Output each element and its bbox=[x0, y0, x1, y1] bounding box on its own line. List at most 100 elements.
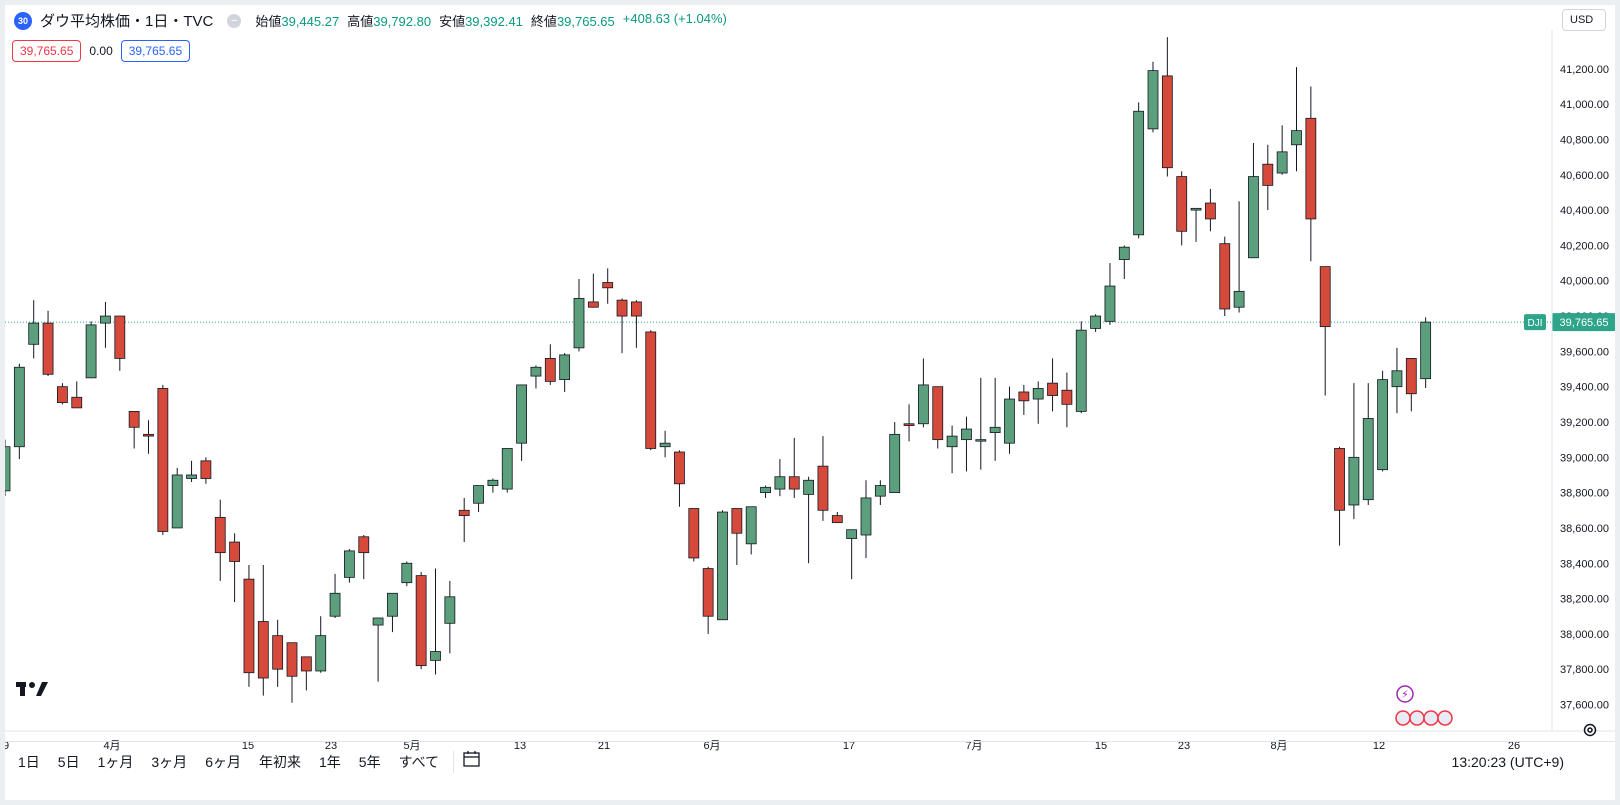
open-label: 始値 bbox=[255, 14, 282, 29]
range-all-button[interactable]: すべて bbox=[398, 753, 440, 770]
spread-value: 0.00 bbox=[89, 44, 113, 58]
candle-body bbox=[1018, 391, 1030, 402]
candle-body bbox=[1147, 70, 1159, 130]
gear-icon[interactable] bbox=[1582, 722, 1598, 741]
low-value: 39,392.41 bbox=[465, 14, 523, 29]
time-tick-label: 9 bbox=[3, 740, 9, 752]
time-tick-label: 17 bbox=[843, 740, 855, 752]
collapse-legend-button[interactable]: − bbox=[227, 13, 242, 28]
last-price-label: 39,765.65 bbox=[1560, 317, 1609, 329]
candle-body bbox=[889, 433, 901, 494]
candle-body bbox=[745, 506, 757, 545]
candle-body bbox=[760, 486, 771, 494]
range-5d-button[interactable]: 5日 bbox=[57, 753, 80, 770]
trade-price-boxes: 39,765.65 0.00 39,765.65 bbox=[12, 40, 191, 62]
candle-body bbox=[717, 511, 728, 621]
low-label: 安値 bbox=[439, 14, 466, 29]
candle-body bbox=[1205, 202, 1216, 220]
last-price-tag: DJI 39,765.65 bbox=[1524, 313, 1616, 332]
price-tick-label: 38,600.00 bbox=[1560, 523, 1609, 535]
candle-body bbox=[1090, 315, 1101, 329]
symbol-badge[interactable]: 30 bbox=[14, 11, 32, 30]
currency-select[interactable]: USD bbox=[1562, 9, 1606, 31]
candle-body bbox=[1305, 117, 1317, 220]
candle-body bbox=[645, 331, 657, 449]
price-tick-label: 40,600.00 bbox=[1560, 170, 1609, 182]
toolbar-divider bbox=[453, 750, 455, 773]
price-tick-label: 41,200.00 bbox=[1560, 64, 1609, 76]
sell-price-button[interactable]: 39,765.65 bbox=[12, 40, 82, 62]
range-5y-button[interactable]: 5年 bbox=[358, 753, 381, 770]
candle-body bbox=[975, 439, 987, 442]
candle-body bbox=[1133, 110, 1145, 236]
candle-body bbox=[903, 423, 915, 426]
candle-body bbox=[430, 651, 441, 661]
price-tick-label: 39,600.00 bbox=[1560, 346, 1609, 358]
candle-body bbox=[415, 575, 427, 667]
time-tick-label: 12 bbox=[1373, 740, 1385, 752]
candle-body bbox=[688, 508, 700, 559]
us-flag-event-icon[interactable] bbox=[1437, 710, 1453, 726]
buy-price-button[interactable]: 39,765.65 bbox=[120, 40, 191, 62]
candle-body bbox=[358, 536, 370, 554]
range-1d-button[interactable]: 1日 bbox=[18, 753, 40, 770]
time-tick-label: 23 bbox=[325, 740, 337, 752]
candle-body bbox=[1362, 418, 1374, 501]
candle-body bbox=[13, 366, 25, 448]
candle-body bbox=[229, 541, 241, 562]
price-tick-label: 39,000.00 bbox=[1560, 452, 1609, 464]
ohlc-open: 始値39,445.27 bbox=[255, 11, 339, 30]
clock-timezone[interactable]: 13:20:23 (UTC+9) bbox=[1451, 754, 1564, 770]
us-flag-event-icon[interactable] bbox=[1409, 710, 1425, 726]
range-ytd-button[interactable]: 年初来 bbox=[258, 753, 301, 770]
price-tick-label: 39,200.00 bbox=[1560, 417, 1609, 429]
last-price-bg bbox=[1552, 313, 1616, 332]
candle-body bbox=[846, 529, 858, 539]
range-6m-button[interactable]: 6ヶ月 bbox=[205, 753, 241, 770]
candle-body bbox=[1004, 398, 1015, 444]
price-tick-label: 40,000.00 bbox=[1560, 276, 1609, 288]
candle-body bbox=[401, 562, 413, 584]
us-flag-event-icon[interactable] bbox=[1395, 710, 1411, 726]
candle-body bbox=[487, 479, 499, 486]
candle-body bbox=[171, 474, 183, 529]
range-1m-button[interactable]: 1ヶ月 bbox=[97, 753, 134, 770]
event-markers[interactable]: ⚡ bbox=[1395, 685, 1453, 726]
candle-body bbox=[243, 578, 255, 674]
candle-body bbox=[774, 476, 786, 490]
time-tick-label: 7月 bbox=[965, 740, 982, 752]
candle-body bbox=[1075, 329, 1087, 412]
candle-body bbox=[659, 442, 671, 448]
price-axis[interactable]: 37,600.00 37,800.00 38,000.00 38,200.00 38,4… bbox=[1560, 64, 1609, 712]
symbol-title[interactable]: ダウ平均株価・1日・TVC bbox=[40, 13, 214, 30]
time-axis[interactable]: 9 4月 15 23 5月 13 21 6月 17 7月 15 23 8月 12 26 bbox=[3, 740, 1520, 752]
candle-body bbox=[1032, 388, 1044, 400]
candle-body bbox=[444, 596, 456, 624]
candles-layer bbox=[0, 37, 1432, 703]
candle-body bbox=[946, 435, 958, 448]
candle-body bbox=[100, 315, 111, 324]
candle-body bbox=[544, 358, 556, 382]
candle-body bbox=[1377, 379, 1388, 471]
chart-legend: 30 ダウ平均株価・1日・TVC − 始値39,445.27 高値39,792.… bbox=[14, 10, 727, 31]
price-tick-label: 38,400.00 bbox=[1560, 558, 1609, 570]
candle-body bbox=[530, 366, 542, 377]
candle-body bbox=[559, 354, 571, 381]
lightning-event-icon[interactable] bbox=[1396, 685, 1414, 703]
price-tick-label: 40,400.00 bbox=[1560, 205, 1609, 217]
range-3m-button[interactable]: 3ヶ月 bbox=[151, 753, 188, 770]
time-tick-label: 15 bbox=[242, 740, 254, 752]
tradingview-logo-icon[interactable] bbox=[16, 680, 52, 704]
calendar-range-icon[interactable] bbox=[462, 750, 482, 773]
candle-body bbox=[315, 635, 327, 672]
candle-body bbox=[214, 516, 226, 554]
time-tick-label: 15 bbox=[1095, 740, 1107, 752]
candle-body bbox=[803, 479, 814, 495]
candle-body bbox=[616, 299, 628, 317]
time-tick-label: 23 bbox=[1178, 740, 1190, 752]
candle-body bbox=[57, 386, 68, 403]
us-flag-event-icon[interactable] bbox=[1423, 710, 1439, 726]
candle-body bbox=[372, 617, 384, 626]
range-1y-button[interactable]: 1年 bbox=[318, 753, 341, 770]
